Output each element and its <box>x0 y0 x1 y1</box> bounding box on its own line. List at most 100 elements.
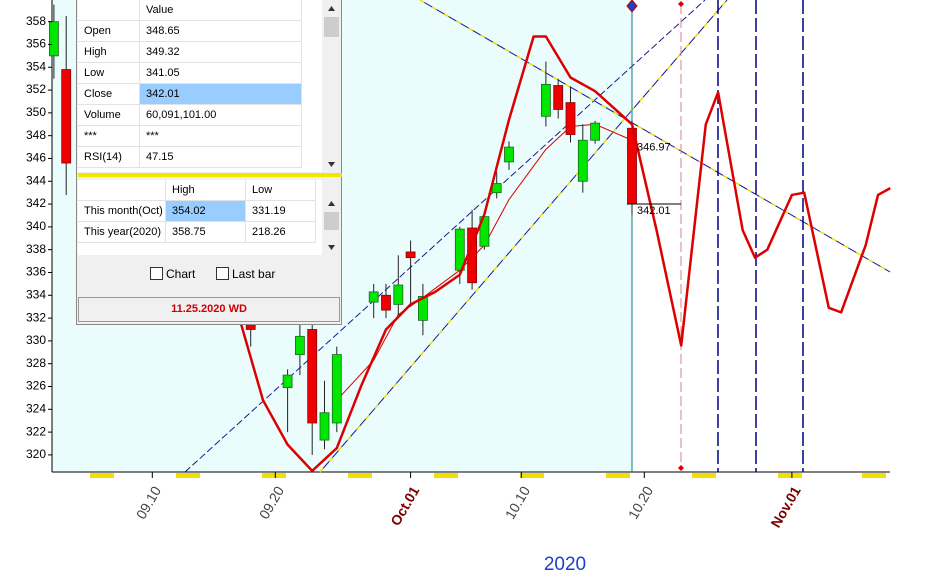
arrow-icon <box>328 245 335 250</box>
checkbox-box[interactable] <box>150 267 163 280</box>
header-cell: High <box>166 180 246 200</box>
candle-body <box>393 284 404 305</box>
arrow-icon <box>328 6 335 11</box>
row-label: High <box>78 42 140 62</box>
weekend-marker <box>606 473 630 478</box>
scroll-up[interactable] <box>323 195 340 211</box>
weekend-marker <box>434 473 458 478</box>
y-tick-label: 326 <box>26 379 46 393</box>
weekend-marker <box>778 473 802 478</box>
y-tick-label: 354 <box>26 59 46 73</box>
weekend-marker <box>90 473 114 478</box>
weekend-marker <box>176 473 200 478</box>
candle-body <box>294 335 305 355</box>
y-tick-label: 338 <box>26 242 46 256</box>
weekend-marker <box>862 473 886 478</box>
channel-line-dash <box>319 0 728 473</box>
x-tick-label: 10.20 <box>625 483 656 522</box>
x-tick-label: Oct.01 <box>387 483 422 528</box>
y-tick-label: 358 <box>26 14 46 28</box>
scroll-thumb[interactable] <box>324 17 339 37</box>
candle-body <box>417 296 428 321</box>
scrollbar <box>323 0 340 172</box>
arrow-icon <box>328 162 335 167</box>
annotation-label: 346.97 <box>637 141 671 153</box>
x-tick-label: 09.10 <box>133 483 164 522</box>
checkbox-label: Chart <box>166 267 196 281</box>
candle-body <box>590 122 600 141</box>
scroll-thumb[interactable] <box>324 212 339 230</box>
row-label: Close <box>78 84 140 104</box>
candle-body <box>454 228 465 271</box>
y-tick-label: 344 <box>26 173 46 187</box>
y-tick-label: 320 <box>26 447 46 461</box>
y-tick-label: 348 <box>26 128 46 142</box>
candle-body <box>491 183 502 194</box>
row-value: 60,091,101.00 <box>140 105 302 125</box>
y-tick-label: 332 <box>26 310 46 324</box>
row-label: This year(2020) <box>78 222 166 242</box>
weekend-markers <box>90 473 886 478</box>
header-cell <box>78 180 166 200</box>
candle-body <box>504 146 514 163</box>
weekend-marker <box>692 473 716 478</box>
checkbox-box[interactable] <box>216 267 229 280</box>
row-value: 354.02 <box>166 201 246 221</box>
weekend-marker <box>520 473 544 478</box>
y-tick-label: 340 <box>26 219 46 233</box>
row-value: *** <box>140 126 302 146</box>
forecast-marker <box>678 465 684 471</box>
arrow-icon <box>328 201 335 206</box>
candle-body <box>565 102 576 135</box>
y-tick-label: 324 <box>26 401 46 415</box>
candle-body <box>405 251 416 259</box>
scroll-down[interactable] <box>323 239 340 255</box>
checkbox-label: Last bar <box>232 267 276 281</box>
y-tick-label: 356 <box>26 37 46 51</box>
weekend-marker <box>262 473 286 478</box>
cursor-marker <box>626 0 638 13</box>
row-value: 358.75 <box>166 222 246 242</box>
candle-body <box>381 294 391 311</box>
y-tick-label: 330 <box>26 333 46 347</box>
checkbox[interactable]: Chart <box>150 267 195 281</box>
y-tick-label: 336 <box>26 265 46 279</box>
table-row: RSI(14) 47.15 <box>78 147 302 168</box>
data-window: Value Open 348.65 High 349.32 Low 341.05 Close… <box>76 0 342 325</box>
candle-body <box>331 354 342 424</box>
candle-body <box>49 21 59 57</box>
candle-body <box>553 85 564 110</box>
x-axis-label: 2020 <box>544 554 586 575</box>
y-tick-label: 346 <box>26 151 46 165</box>
y-tick-label: 350 <box>26 105 46 119</box>
y-tick-label: 328 <box>26 356 46 370</box>
data-layer: 346.97 342.01 <box>49 4 891 473</box>
x-tick-label: 10.10 <box>502 483 533 522</box>
table-row: *** *** <box>78 126 302 147</box>
status-bar: 11.25.2020 WD <box>78 297 340 322</box>
annotation-label: 342.01 <box>637 205 671 217</box>
table-header: High Low <box>78 180 316 201</box>
candle-body <box>307 329 318 424</box>
channel-line <box>184 0 706 473</box>
y-tick-label: 342 <box>26 196 46 210</box>
scrollbar <box>323 195 340 255</box>
scroll-up[interactable] <box>323 0 340 16</box>
header-cell: Value <box>140 0 302 20</box>
row-label: This month(Oct) <box>78 201 166 221</box>
table-row: Open 348.65 <box>78 21 302 42</box>
table-row: Low 341.05 <box>78 63 302 84</box>
row-label: Volume <box>78 105 140 125</box>
table-row: This month(Oct) 354.02 331.19 <box>78 201 316 222</box>
row-label: Low <box>78 63 140 83</box>
checkbox[interactable]: Last bar <box>216 267 275 281</box>
row-value: 341.05 <box>140 63 302 83</box>
candle-body <box>282 374 293 389</box>
forecast-marker <box>678 1 684 7</box>
candle-body <box>319 412 330 441</box>
scroll-down[interactable] <box>323 156 340 172</box>
y-tick-label: 352 <box>26 82 46 96</box>
candle-body <box>61 69 72 164</box>
row-value: 331.19 <box>246 201 316 221</box>
